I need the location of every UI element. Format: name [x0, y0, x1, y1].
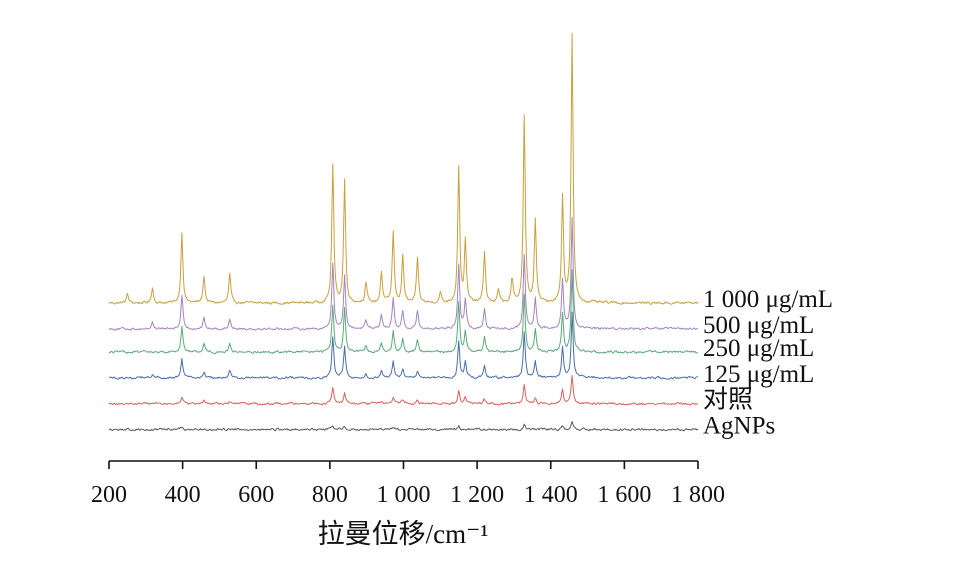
series-label: 对照: [703, 386, 753, 414]
x-tick-label: 200: [91, 482, 127, 508]
series-label: 500 μg/mL: [703, 312, 814, 339]
x-tick-label: 1 800: [671, 482, 725, 508]
x-tick-label: 1 600: [597, 482, 651, 508]
spectrum-line: [108, 375, 699, 406]
x-axis-title: 拉曼位移/cm⁻¹: [318, 519, 489, 549]
spectra-traces: [108, 32, 699, 432]
series-label: AgNPs: [703, 412, 775, 439]
spectrum-line: [108, 32, 699, 306]
spectrum-line: [108, 216, 699, 331]
x-tick-label: 1 400: [524, 482, 578, 508]
x-tick-label: 600: [238, 482, 274, 508]
x-tick-label: 1 200: [450, 482, 504, 508]
spectrum-line: [108, 269, 698, 355]
x-ticks: 200 400 600 800 1 000 1 200 1 400 1 600 1 800: [91, 461, 725, 508]
x-tick-label: 800: [312, 482, 348, 508]
series-label: 125 μg/mL: [703, 361, 814, 388]
spectrum-line: [108, 421, 699, 432]
series-label: 1 000 μg/mL: [703, 286, 833, 313]
spectrum-line: [108, 311, 699, 380]
x-axis: 200 400 600 800 1 000 1 200 1 400 1 600 1 800: [91, 460, 725, 508]
x-tick-label: 400: [165, 482, 201, 508]
x-tick-label: 1 000: [377, 482, 431, 508]
series-label: 250 μg/mL: [703, 335, 814, 362]
